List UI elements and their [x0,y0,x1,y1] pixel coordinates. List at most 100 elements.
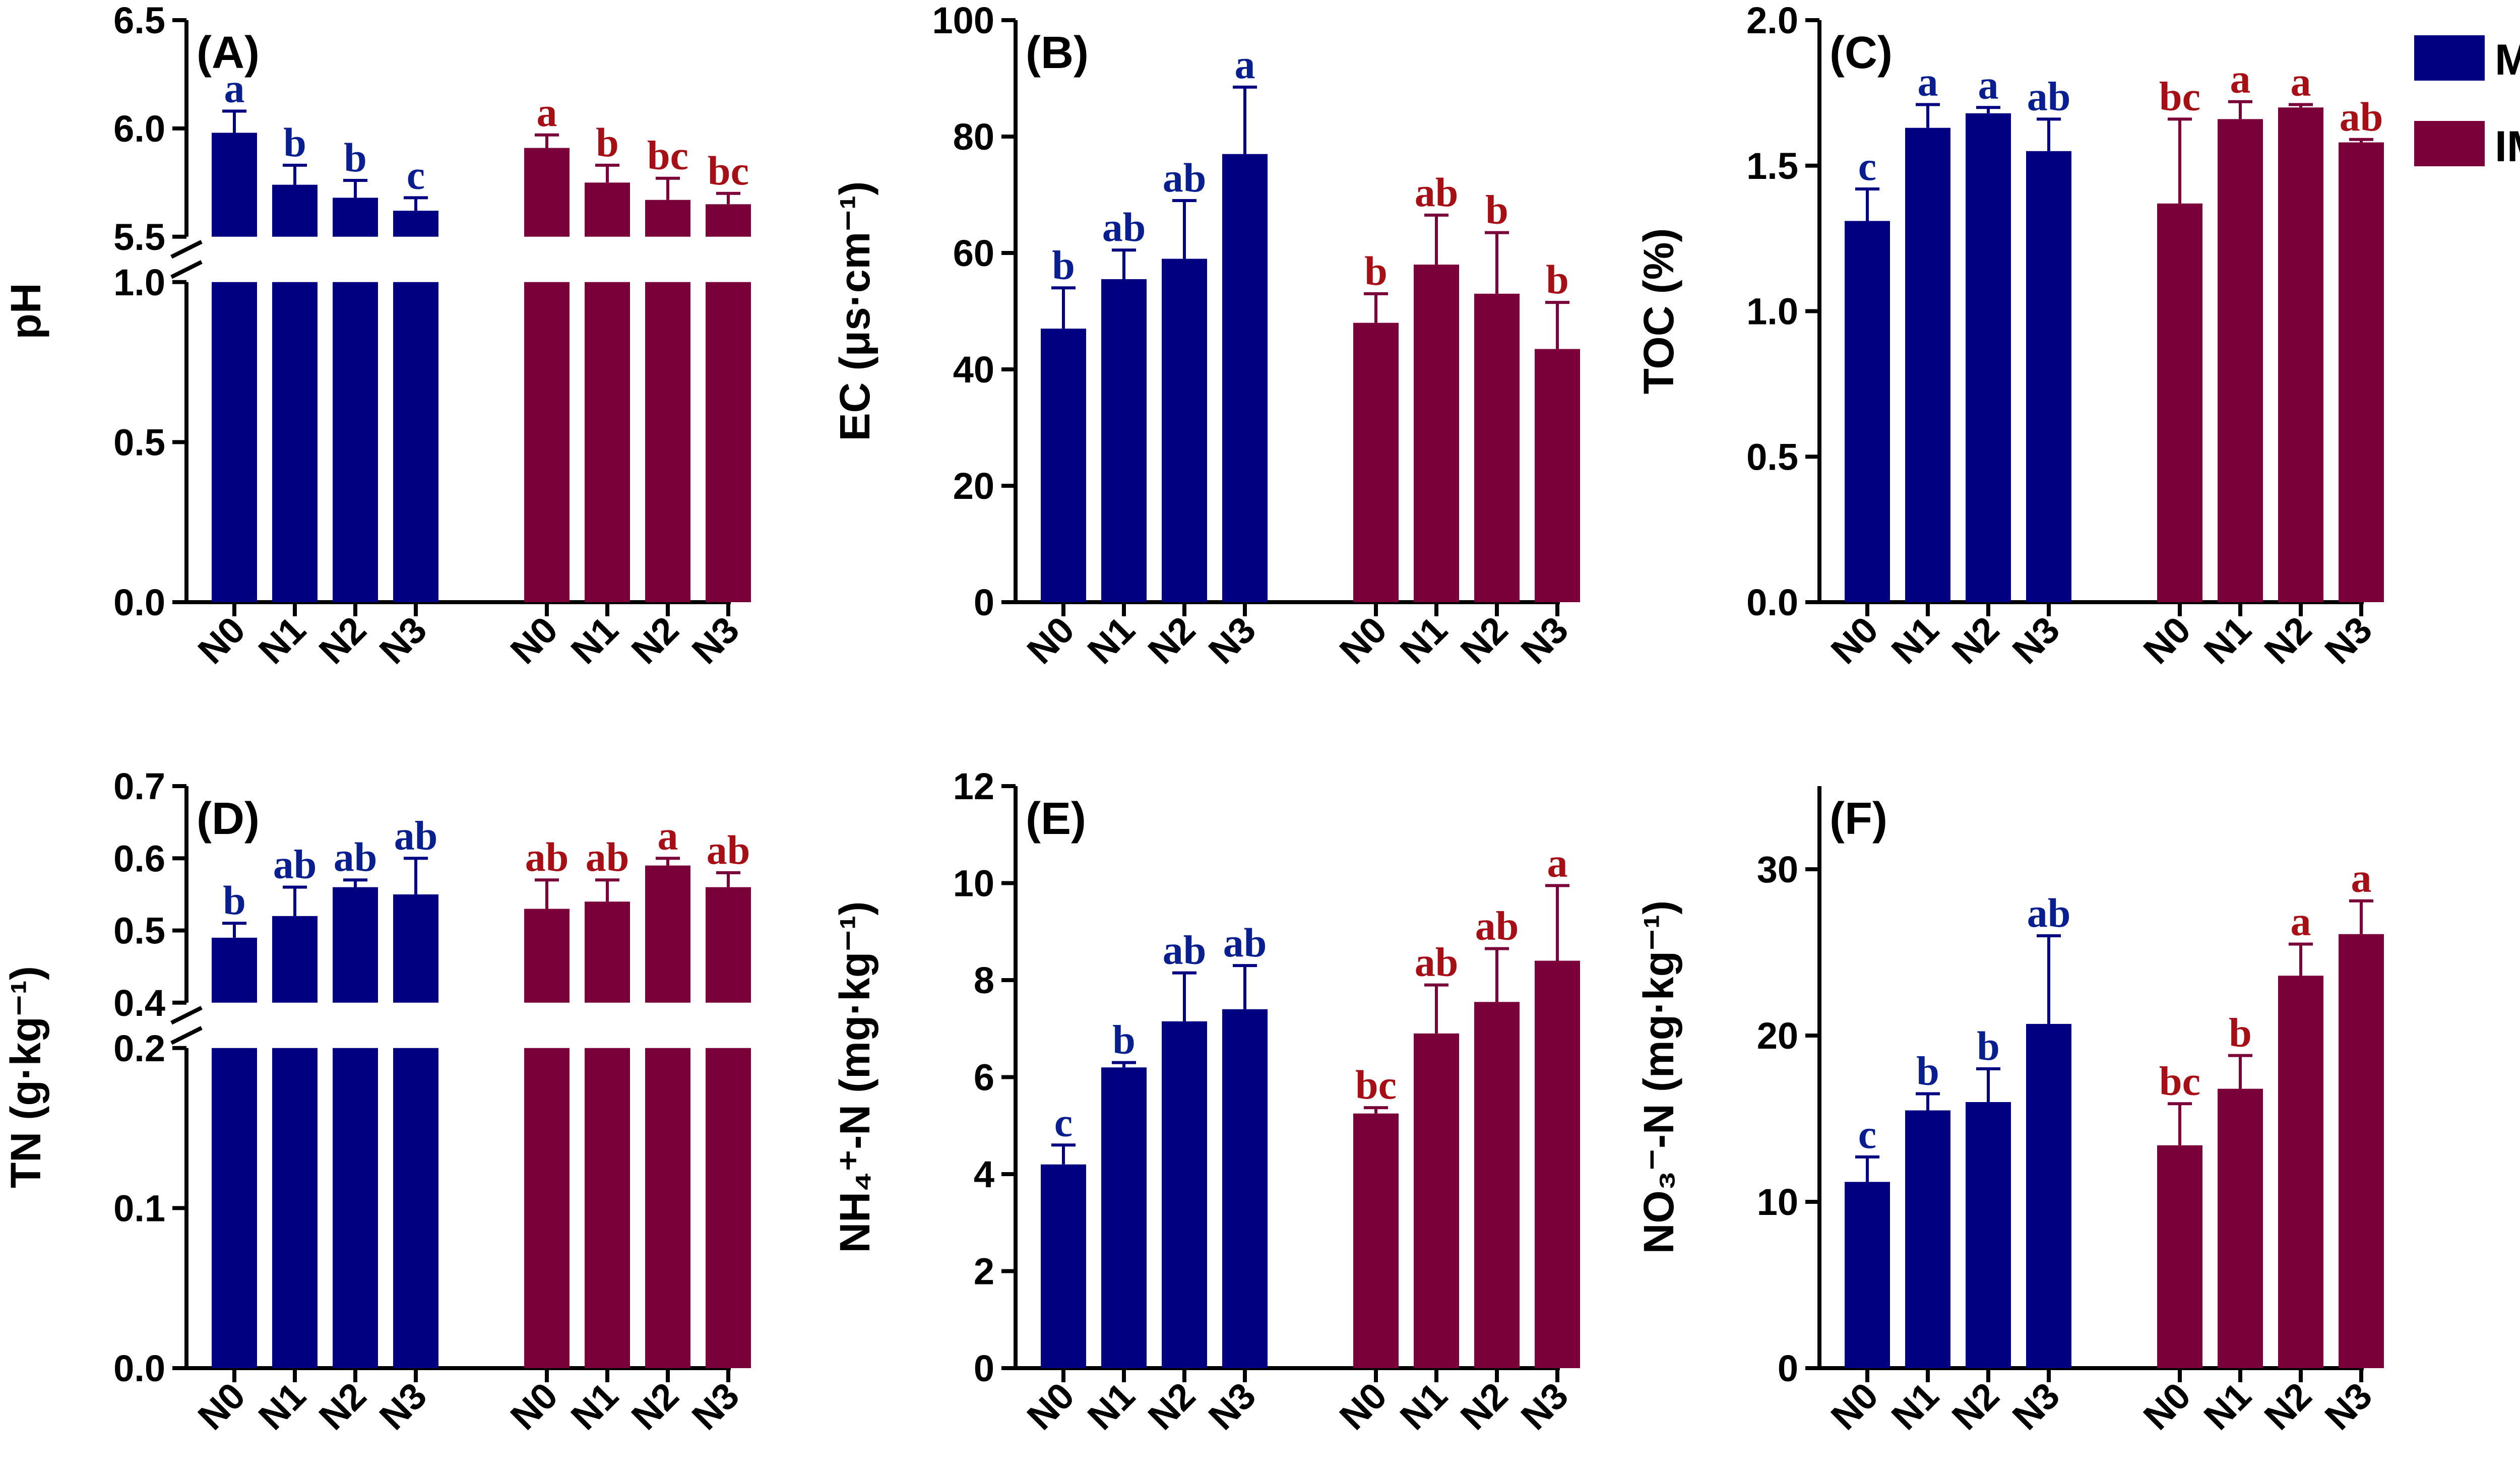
bar [393,894,438,1003]
x-tick-label: N0 [1332,1375,1395,1438]
bar [1222,1009,1268,1368]
bar [706,887,751,1003]
x-tick-label: N3 [2004,609,2068,672]
bar [1535,349,1580,602]
x-tick-label: N2 [2256,1375,2320,1438]
legend-label-im: IM [2495,122,2520,171]
y-tick-label: 0 [1778,1347,1798,1389]
significance-letter: a [224,65,245,111]
significance-letter: ab [394,812,438,858]
bar [393,282,438,602]
bar [524,1048,570,1368]
significance-letter: a [1547,840,1568,885]
y-tick-label: 10 [953,863,994,905]
y-tick-label: 6.0 [113,108,165,150]
x-tick-label: N2 [1944,609,2007,672]
axis-break-mark [170,260,203,279]
significance-letter: b [344,135,367,180]
x-tick-label: N0 [190,609,254,672]
y-tick-label: 1.0 [113,262,165,303]
bar [2339,934,2384,1368]
x-tick-label: N3 [1201,609,1264,672]
y-axis-title: NO₃⁻-N (mg·kg⁻¹) [1635,900,1682,1254]
y-tick-label: 0.5 [113,421,165,463]
bar [2026,151,2071,602]
y-tick-label: 0.5 [113,910,165,952]
significance-letter: a [537,89,557,135]
bar [2157,203,2202,602]
significance-letter: ab [1223,920,1267,966]
significance-letter: ab [2027,73,2071,119]
y-axis-title: TOC (%) [1635,228,1682,395]
bar [2218,119,2263,603]
y-tick-label: 0.5 [1746,436,1798,478]
panel-label: (F) [1830,794,1887,844]
significance-letter: c [407,152,425,198]
bar [1041,1164,1086,1368]
axis-break-mark [170,1026,203,1045]
y-tick-label: 30 [1757,849,1798,890]
y-tick-label: 0.6 [113,838,165,879]
x-tick-label: N3 [2317,1375,2380,1438]
x-tick-label: N2 [623,609,687,672]
bar [272,184,318,237]
significance-letter: ab [1415,939,1459,985]
bar [524,282,570,602]
x-tick-label: N2 [1453,609,1516,672]
x-tick-label: N2 [1140,609,1204,672]
x-tick-label: N1 [563,1375,626,1438]
y-tick-label: 0.0 [1746,582,1798,623]
x-tick-label: N2 [623,1375,687,1438]
significance-letter: ab [1475,903,1519,948]
significance-letter: b [1364,248,1388,294]
y-tick-label: 0.4 [113,982,165,1024]
x-tick-label: N0 [502,1375,566,1438]
bar [1353,1113,1399,1368]
y-tick-label: 0.0 [113,582,165,623]
bar [706,204,751,237]
bar [393,1048,438,1368]
significance-letter: a [2291,898,2311,944]
bar [1101,279,1147,602]
bar [585,282,630,602]
significance-letter: bc [2159,1058,2200,1104]
significance-letter: c [1858,143,1876,189]
x-tick-label: N0 [1823,609,1886,672]
x-tick-label: N1 [250,1375,314,1438]
bar [645,282,690,602]
x-tick-label: N3 [684,1375,747,1438]
panel-label: (B) [1026,28,1089,78]
x-tick-label: N1 [563,609,626,672]
x-tick-label: N1 [1883,1375,1947,1438]
bar [272,916,318,1003]
y-tick-label: 0.1 [113,1187,165,1229]
x-tick-label: N1 [1883,609,1947,672]
significance-letter: ab [1415,169,1459,215]
bar [2157,1145,2202,1368]
bar [524,148,570,237]
significance-letter: ab [707,827,750,873]
y-tick-label: 6 [974,1057,994,1099]
y-tick-label: 20 [953,465,994,507]
x-tick-label: N1 [1080,609,1143,672]
axis-break-mark [170,1006,203,1025]
y-tick-label: 0.0 [113,1347,165,1389]
bar [393,211,438,237]
panel-label: (C) [1830,28,1893,78]
bar [1222,154,1268,602]
y-tick-label: 12 [953,765,994,807]
x-tick-label: N0 [1823,1375,1886,1438]
y-tick-label: 1.5 [1746,145,1798,187]
x-tick-label: N0 [1019,1375,1083,1438]
bar [333,887,378,1003]
x-tick-label: N0 [190,1375,254,1438]
bar [272,282,318,602]
significance-letter: c [1054,1099,1073,1145]
y-tick-label: 0 [974,1347,994,1389]
significance-letter: a [2291,58,2311,104]
y-tick-label: 10 [1757,1181,1798,1223]
y-tick-label: 8 [974,959,994,1001]
bar [1535,960,1580,1368]
